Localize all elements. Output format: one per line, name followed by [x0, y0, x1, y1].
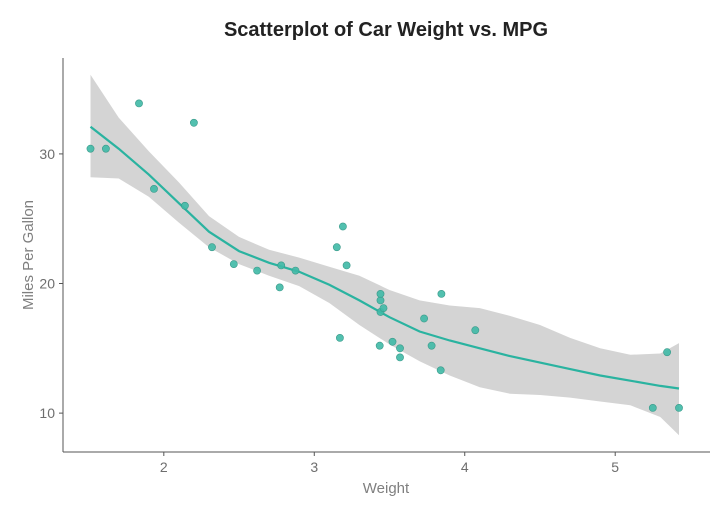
data-point [376, 296, 385, 305]
data-point [180, 201, 189, 210]
confidence-band [90, 74, 679, 436]
data-point [208, 243, 216, 252]
data-point [388, 337, 397, 346]
x-axis-ticks: 2 3 4 5 [160, 452, 619, 475]
x-tick-label: 2 [160, 459, 168, 475]
data-point [277, 261, 286, 270]
data-point [471, 326, 480, 335]
data-point [396, 344, 404, 353]
x-axis-label: Weight [363, 480, 410, 497]
confidence-band-layer [90, 74, 679, 436]
data-point [291, 266, 300, 275]
data-points-layer [86, 99, 683, 412]
y-tick-label: 10 [39, 405, 55, 421]
y-axis-label: Miles Per Gallon [20, 200, 37, 310]
data-point [379, 304, 388, 312]
data-point [675, 403, 683, 412]
data-point [150, 184, 158, 193]
data-point [648, 403, 657, 412]
data-point [335, 333, 344, 342]
data-point [189, 118, 198, 127]
data-point [663, 348, 671, 357]
smooth-line [89, 125, 680, 390]
data-point [396, 353, 404, 362]
data-point [102, 144, 110, 153]
data-point [253, 266, 261, 275]
data-point [420, 314, 428, 323]
data-point [275, 283, 284, 292]
data-point [86, 144, 95, 153]
data-point [376, 289, 385, 298]
data-point [338, 222, 347, 231]
x-tick-label: 4 [461, 459, 469, 475]
y-axis-ticks: 10 20 30 [39, 146, 63, 421]
x-tick-label: 3 [310, 459, 318, 475]
data-point [375, 341, 384, 350]
y-tick-label: 20 [39, 276, 55, 292]
smooth-line-layer [89, 125, 680, 390]
data-point [332, 243, 341, 252]
data-point [427, 341, 436, 350]
chart-title: Scatterplot of Car Weight vs. MPG [224, 19, 548, 41]
x-tick-label: 5 [611, 459, 619, 475]
data-point [342, 261, 351, 270]
data-point [437, 289, 446, 298]
y-tick-label: 30 [39, 146, 55, 162]
data-point [135, 99, 143, 108]
data-point [436, 366, 445, 375]
data-point [229, 260, 238, 268]
